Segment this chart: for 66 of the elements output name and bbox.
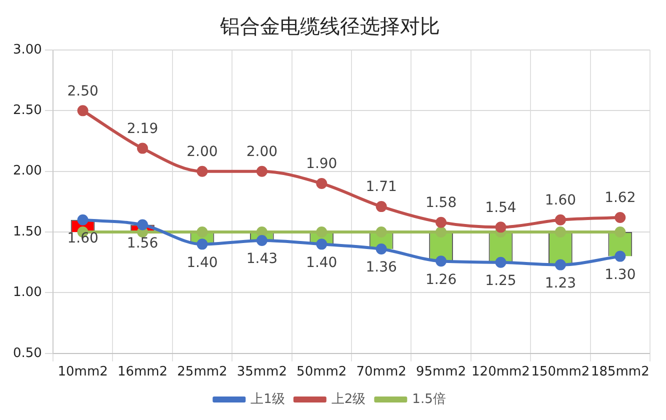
data-label: 1.90 (306, 156, 338, 172)
data-label: 1.26 (425, 272, 457, 288)
data-label: 1.43 (246, 251, 278, 268)
point (256, 166, 268, 177)
chart-title: 铝合金电缆线径选择对比 (219, 14, 440, 38)
data-label: 1.36 (366, 260, 398, 276)
x-tick-label: 185mm2 (590, 364, 650, 380)
data-label: 1.62 (604, 190, 636, 206)
data-label: 1.58 (425, 194, 457, 211)
legend-label: 上2级 (331, 392, 366, 407)
point (316, 226, 328, 238)
y-tick-label: 3.00 (12, 42, 42, 58)
point (554, 214, 566, 226)
point (77, 105, 88, 116)
point (495, 256, 506, 268)
x-tick-label: 35mm2 (236, 364, 287, 380)
y-tick-label: 1.50 (12, 224, 42, 240)
y-tick-label: 1.00 (12, 285, 42, 300)
point (376, 226, 387, 238)
data-label: 1.40 (306, 254, 338, 271)
data-label: 1.40 (186, 254, 218, 271)
data-label: 1.25 (485, 273, 516, 290)
data-label: 1.56 (126, 235, 158, 252)
point (614, 212, 626, 223)
x-tick-label: 25mm2 (177, 364, 228, 380)
data-label: 1.30 (604, 266, 636, 283)
point (316, 238, 328, 250)
point (256, 235, 268, 246)
data-label: 1.60 (67, 230, 98, 247)
data-label: 1.60 (544, 192, 576, 209)
point (137, 142, 148, 154)
data-label: 2.00 (246, 144, 278, 160)
point (77, 214, 88, 226)
x-tick-label: 50mm2 (296, 364, 347, 380)
data-label: 1.54 (485, 200, 516, 216)
point (196, 238, 208, 250)
point (554, 259, 566, 270)
data-label: 2.00 (186, 144, 218, 160)
y-tick-label: 2.50 (12, 103, 42, 118)
x-tick-label: 95mm2 (416, 364, 466, 380)
data-label: 1.23 (544, 275, 576, 292)
x-tick-label: 70mm2 (356, 364, 406, 380)
point (436, 256, 447, 267)
point (196, 166, 208, 177)
point (316, 178, 328, 189)
point (436, 216, 447, 228)
legend-label: 1.5倍 (412, 392, 446, 407)
x-tick-label: 10mm2 (58, 364, 108, 380)
point (137, 219, 148, 230)
x-tick-label: 150mm2 (531, 364, 590, 380)
point (614, 250, 626, 262)
data-label: 1.71 (366, 179, 397, 196)
point (196, 226, 208, 238)
point (376, 244, 387, 255)
point (554, 226, 566, 238)
point (376, 201, 387, 212)
legend-label: 上1级 (250, 392, 285, 407)
x-tick-label: 120mm2 (472, 364, 530, 380)
data-label: 2.50 (67, 83, 98, 100)
point (614, 226, 626, 238)
point (495, 222, 506, 233)
y-tick-label: 2.00 (12, 164, 42, 179)
y-tick-label: 0.50 (12, 346, 42, 361)
data-label: 2.19 (126, 120, 158, 137)
x-tick-label: 16mm2 (117, 364, 168, 380)
point (436, 226, 447, 238)
